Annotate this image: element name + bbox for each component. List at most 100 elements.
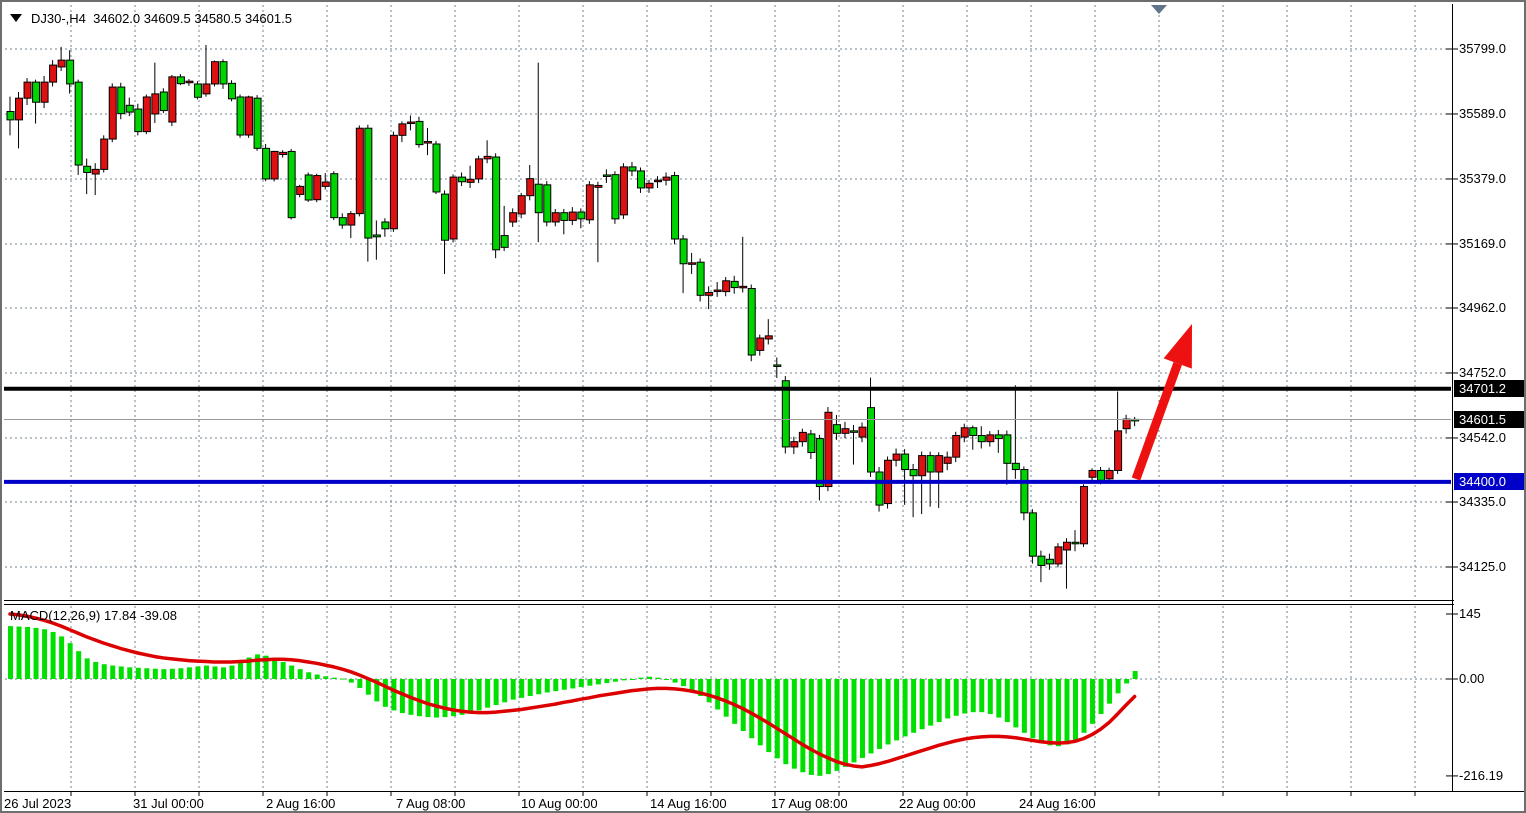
macd-histogram-bar bbox=[689, 679, 695, 691]
candle-body bbox=[168, 76, 177, 123]
macd-histogram-bar bbox=[1038, 679, 1044, 743]
candle-body bbox=[32, 81, 41, 103]
macd-histogram-bar bbox=[570, 679, 576, 689]
macd-main-value: 17.84 bbox=[103, 608, 137, 623]
candle-body bbox=[713, 289, 722, 293]
trend-arrow-head[interactable] bbox=[1163, 324, 1192, 369]
candle-body bbox=[1080, 486, 1089, 545]
macd-histogram-bar bbox=[783, 679, 789, 765]
candle-body bbox=[671, 175, 680, 240]
macd-histogram-bar bbox=[297, 669, 303, 679]
candle-body bbox=[1097, 469, 1106, 481]
macd-histogram-bar bbox=[416, 679, 422, 717]
candle-body bbox=[475, 158, 484, 180]
macd-histogram-bar bbox=[76, 651, 82, 679]
candle-body bbox=[926, 455, 935, 473]
candle-body bbox=[49, 64, 58, 83]
price-level-tag[interactable]: 34701.2 bbox=[1454, 380, 1524, 398]
time-axis-label: 17 Aug 08:00 bbox=[771, 796, 848, 811]
candle-body bbox=[739, 285, 748, 289]
candle-body bbox=[458, 176, 467, 183]
trend-arrow-shaft[interactable] bbox=[1131, 361, 1182, 481]
candle-body bbox=[1003, 434, 1012, 464]
macd-histogram-bar bbox=[672, 679, 678, 683]
candle-body bbox=[347, 213, 356, 226]
chart-shift-marker-icon[interactable] bbox=[1151, 5, 1167, 14]
macd-histogram-bar bbox=[391, 679, 397, 711]
candle-body bbox=[577, 211, 586, 220]
candle-body bbox=[764, 335, 773, 340]
macd-histogram-bar bbox=[1021, 679, 1027, 733]
macd-histogram-bar bbox=[42, 629, 48, 679]
macd-histogram-bar bbox=[118, 666, 124, 679]
macd-histogram-bar bbox=[1098, 679, 1104, 714]
macd-histogram-bar bbox=[936, 679, 942, 723]
macd-histogram-bar bbox=[67, 643, 73, 679]
candle-body bbox=[849, 430, 858, 433]
macd-histogram-bar bbox=[476, 679, 482, 711]
candle-body bbox=[1114, 430, 1123, 471]
time-axis-label: 7 Aug 08:00 bbox=[396, 796, 466, 811]
macd-histogram-bar bbox=[459, 679, 465, 715]
candle-body bbox=[398, 123, 407, 136]
macd-histogram-bar bbox=[135, 667, 141, 679]
macd-histogram-bar bbox=[25, 626, 31, 679]
candle-body bbox=[91, 168, 100, 175]
candle-body bbox=[1105, 469, 1114, 480]
macd-histogram-bar bbox=[272, 658, 278, 679]
macd-histogram-bar bbox=[314, 674, 320, 679]
candle-body bbox=[994, 434, 1003, 440]
candle-body bbox=[841, 428, 850, 434]
collapse-triangle-icon[interactable] bbox=[10, 14, 22, 22]
macd-histogram-bar bbox=[186, 667, 192, 679]
macd-histogram-bar bbox=[238, 661, 244, 679]
macd-histogram-bar bbox=[791, 679, 797, 769]
macd-histogram-bar bbox=[493, 679, 499, 706]
macd-histogram-bar bbox=[323, 676, 329, 679]
macd-histogram-bar bbox=[664, 679, 670, 680]
time-axis-label: 22 Aug 00:00 bbox=[899, 796, 976, 811]
candle-body bbox=[449, 176, 458, 240]
price-axis-label: 35589.0 bbox=[1459, 105, 1506, 121]
candle-body bbox=[815, 438, 824, 488]
candle-body bbox=[790, 441, 799, 448]
macd-axis-label: 0.00 bbox=[1459, 671, 1485, 686]
macd-histogram-bar bbox=[1055, 679, 1061, 747]
price-level-tag[interactable]: 34601.5 bbox=[1454, 411, 1524, 429]
macd-histogram-bar bbox=[169, 668, 175, 679]
candle-body bbox=[892, 453, 901, 461]
candle-body bbox=[798, 431, 807, 443]
candle-body bbox=[611, 174, 620, 220]
candle-body bbox=[832, 424, 841, 434]
candle-body bbox=[321, 181, 330, 187]
macd-histogram-bar bbox=[945, 679, 951, 719]
macd-histogram-bar bbox=[306, 672, 312, 679]
candle-body bbox=[568, 211, 577, 221]
candle-body bbox=[1028, 512, 1037, 557]
macd-histogram-bar bbox=[178, 668, 184, 679]
macd-histogram-bar bbox=[527, 679, 533, 697]
candle-body bbox=[807, 433, 816, 454]
candle-body bbox=[355, 127, 364, 215]
ohlc-values-label: 34602.0 34609.5 34580.5 34601.5 bbox=[93, 10, 292, 26]
candle-body bbox=[773, 364, 782, 367]
candle-body bbox=[372, 234, 381, 238]
candle-body bbox=[662, 176, 671, 181]
macd-histogram-bar bbox=[203, 665, 209, 679]
macd-histogram-bar bbox=[877, 679, 883, 749]
candle-body bbox=[423, 141, 432, 144]
candle-body bbox=[747, 288, 756, 356]
candle-body bbox=[364, 127, 373, 239]
candle-body bbox=[901, 453, 910, 471]
macd-axis-label: 145 bbox=[1459, 605, 1481, 621]
candle-body bbox=[977, 434, 986, 443]
macd-histogram-bar bbox=[144, 668, 150, 679]
candle-body bbox=[705, 292, 714, 296]
candle-body bbox=[219, 61, 228, 85]
price-level-tag[interactable]: 34400.0 bbox=[1454, 473, 1524, 491]
candle-body bbox=[202, 83, 211, 95]
macd-histogram-bar bbox=[1115, 679, 1121, 694]
candle-body bbox=[406, 121, 415, 125]
macd-histogram-bar bbox=[732, 679, 738, 724]
